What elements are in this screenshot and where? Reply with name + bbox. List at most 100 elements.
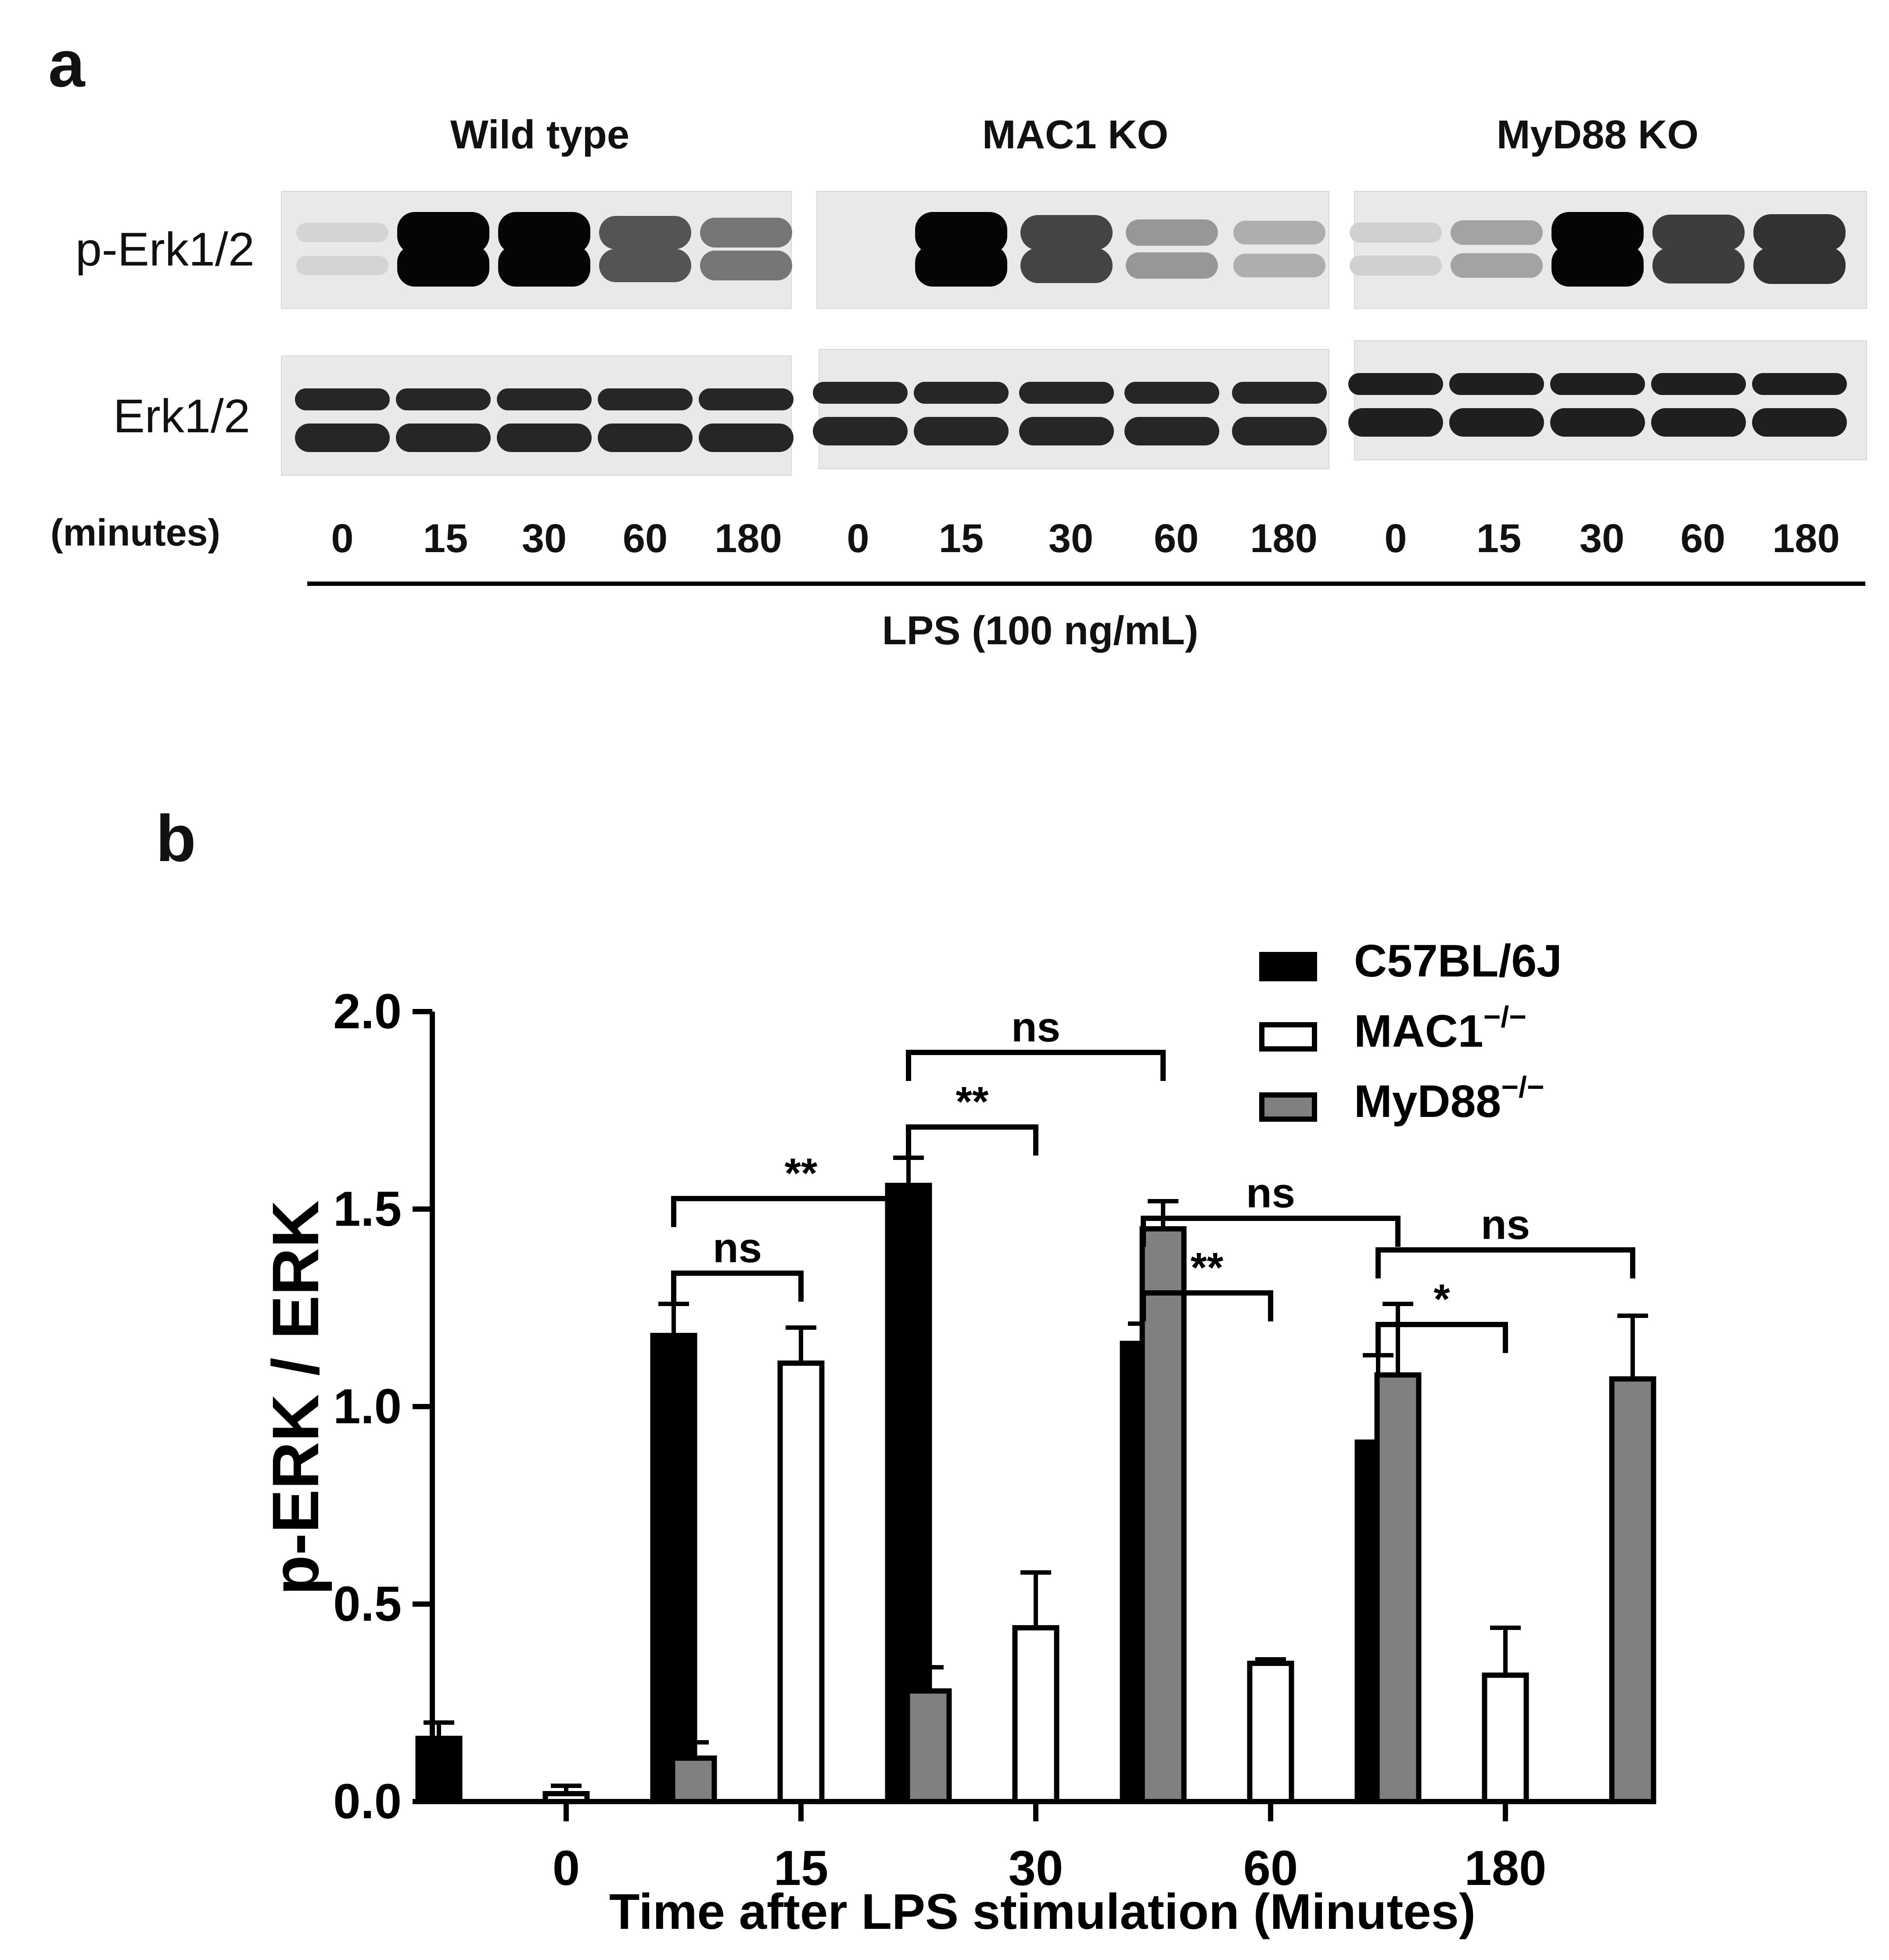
erk-band-upper [1550,373,1645,395]
x-tick-label: 60 [1243,1841,1298,1895]
p-erk-band-upper [1652,215,1745,251]
erk-band-lower [1651,408,1746,437]
erk-band-upper [914,382,1009,404]
p-erk-band-upper [1451,220,1543,245]
p-erk-band-upper [1126,219,1218,246]
significance-bracket [906,1124,1038,1156]
significance-label: ns [1481,1201,1530,1248]
significance-bracket [1375,1322,1508,1353]
genotype-label-wild-type: Wild type [450,112,630,157]
legend-swatch [1259,1092,1317,1122]
timepoint-wt-15: 15 [423,516,468,561]
legend-label: MAC1−/− [1354,1000,1526,1057]
bar-myd88 [1139,1226,1187,1804]
significance-bracket [1141,1216,1401,1247]
y-tick-label: 0.0 [333,1774,402,1829]
p-erk-band-lower [915,244,1007,287]
erk-band-upper [1752,373,1847,395]
bar-c57bl-6j [415,1736,463,1804]
legend-label-superscript: −/− [1501,1070,1544,1104]
panel-a-letter: a [48,27,85,101]
erk-band-lower [1124,417,1219,445]
y-tick-label: 1.0 [333,1379,402,1434]
timepoint-mac1-15: 15 [938,516,984,561]
p-erk-band-upper [1350,223,1442,243]
legend-swatch [1259,952,1317,981]
erk-band-lower [1550,408,1645,437]
bar-myd88 [1374,1372,1422,1804]
erk-band-upper [813,382,908,404]
blot-erk-myd88-ko [1354,340,1867,460]
lps-treatment-line [307,582,1865,586]
erk-band-lower [914,417,1009,445]
y-tick-label: 1.5 [333,1181,402,1236]
significance-bracket [1141,1290,1273,1321]
p-erk-band-lower [1020,248,1113,283]
p-erk-band-upper [1233,221,1325,244]
y-axis-label: p-ERK / ERK [259,1200,332,1595]
erk-band-lower [1752,408,1847,437]
timepoint-mac1-0: 0 [847,516,869,561]
legend-label: C57BL/6J [1354,936,1562,987]
significance-label: ns [1011,1004,1060,1051]
p-erk-band-lower [397,244,489,287]
x-tick-label: 30 [1009,1841,1063,1895]
erk-band-lower [1348,408,1443,437]
p-erk-band-upper [1020,215,1113,250]
x-tick-label: 15 [774,1841,829,1895]
p-erk-band-upper [1753,214,1846,251]
p-erk-band-lower [1126,252,1218,279]
timepoint-myd88-15: 15 [1476,516,1522,561]
p-erk-band-lower [1451,253,1543,278]
bar-myd88 [1609,1376,1656,1804]
erk-band-upper [295,388,390,410]
erk-band-upper [497,388,592,410]
row-label-p-erk: p-Erk1/2 [75,223,255,276]
significance-bracket [671,1271,804,1302]
bar-mac1 [777,1361,825,1804]
blot-erk-wild-type [281,355,792,476]
genotype-label-mac1-ko: MAC1 KO [982,112,1169,157]
erk-band-lower [813,417,908,445]
erk-band-lower [699,424,794,452]
x-axis-label: Time after LPS stimulation (Minutes) [609,1884,1476,1940]
p-erk-band-upper [599,216,691,249]
y-tick-label: 0.5 [333,1576,402,1631]
p-erk-band-upper [296,223,388,243]
p-erk-band-lower [1350,255,1442,276]
timepoint-wt-180: 180 [715,516,782,561]
timepoint-myd88-30: 30 [1579,516,1625,561]
p-erk-band-upper [700,218,792,248]
erk-band-upper [1019,382,1114,404]
significance-label: * [1433,1276,1450,1323]
timepoint-mac1-60: 60 [1153,516,1199,561]
significance-label: ** [956,1078,989,1125]
erk-band-lower [295,424,390,452]
timepoint-myd88-180: 180 [1772,516,1840,561]
bar-mac1 [1247,1661,1294,1804]
erk-band-lower [1019,417,1114,445]
legend-label-superscript: −/− [1483,1000,1526,1034]
erk-band-upper [1124,382,1219,404]
p-erk-band-lower [1233,254,1325,277]
p-erk-band-lower [1551,244,1644,287]
significance-label: ns [1246,1170,1295,1217]
p-erk-band-lower [498,244,590,287]
bar-myd88 [905,1688,952,1804]
significance-label: ** [785,1150,818,1197]
erk-band-upper [699,388,794,410]
timepoint-wt-60: 60 [622,516,668,561]
erk-band-upper [1449,373,1544,395]
y-tick-label: 2.0 [333,984,402,1039]
bar-mac1 [542,1791,590,1804]
significance-bracket [906,1050,1166,1081]
erk-band-upper [1232,382,1327,404]
timepoint-myd88-0: 0 [1384,516,1407,561]
p-erk-band-lower [599,249,691,282]
significance-bracket [1375,1247,1635,1278]
erk-band-lower [598,424,693,452]
significance-label: ** [1191,1244,1224,1291]
erk-band-upper [598,388,693,410]
legend-swatch [1259,1022,1317,1052]
